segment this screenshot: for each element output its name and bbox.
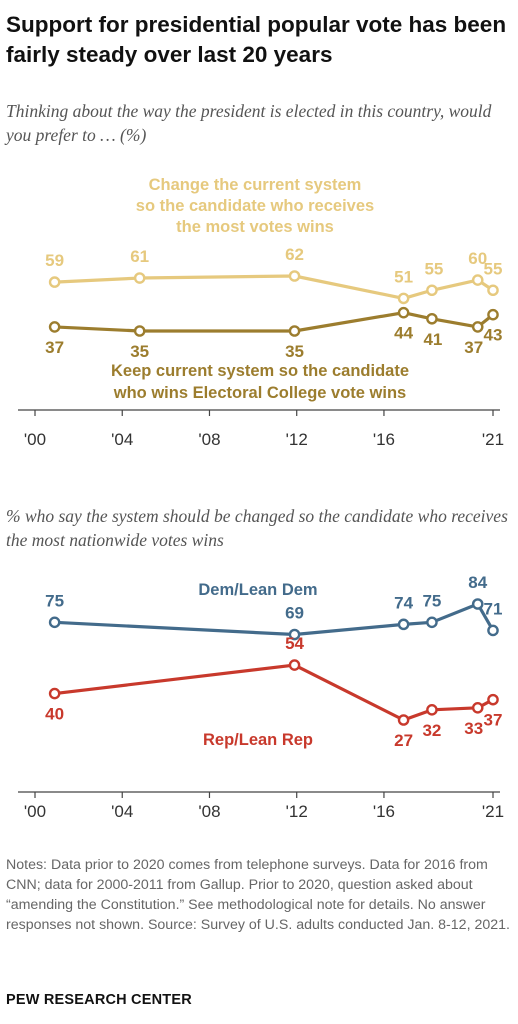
chart-notes: Notes: Data prior to 2020 comes from tel… (6, 857, 510, 933)
data-label: 59 (45, 251, 64, 270)
x-tick-label: '21 (482, 430, 504, 449)
chart-subtitle-1: Thinking about the way the president is … (6, 101, 492, 145)
data-label: 61 (130, 247, 149, 266)
data-point (426, 312, 438, 325)
x-tick-label: '00 (24, 802, 46, 821)
data-point (397, 306, 410, 319)
x-tick-label: '08 (198, 802, 220, 821)
data-label: 27 (394, 731, 413, 750)
chart-title: Support for presidential popular vote ha… (6, 12, 507, 67)
data-label: 54 (285, 634, 304, 653)
series-label: Rep/Lean Rep (203, 731, 313, 749)
x-tick-label: '00 (24, 430, 46, 449)
series-label: Dem/Lean Dem (198, 581, 317, 599)
series-label: Keep current system so the candidate who … (111, 362, 409, 402)
x-tick-label: '04 (111, 802, 133, 821)
data-label: 37 (45, 338, 64, 357)
data-point (487, 624, 499, 637)
x-tick-label: '21 (482, 802, 504, 821)
data-label: 35 (130, 342, 149, 361)
data-point (426, 284, 438, 297)
data-label: 55 (484, 259, 503, 278)
data-label: 43 (484, 326, 503, 345)
brand-logo-text: PEW RESEARCH CENTER (6, 992, 192, 1008)
data-label: 75 (422, 591, 441, 610)
data-label: 75 (45, 591, 64, 610)
data-point (288, 270, 301, 282)
data-label: 35 (285, 342, 304, 361)
x-tick-label: '04 (111, 430, 133, 449)
data-point (397, 292, 410, 305)
data-point (288, 628, 301, 641)
data-point (133, 272, 146, 284)
data-label: 33 (464, 719, 483, 738)
data-label: 44 (394, 324, 413, 343)
data-label: 37 (484, 711, 503, 730)
data-point (426, 616, 438, 629)
data-point (471, 598, 484, 610)
x-tick-label: '08 (198, 430, 220, 449)
data-label: 60 (468, 249, 487, 268)
data-point (426, 704, 438, 716)
data-label: 40 (45, 705, 64, 724)
data-label: 55 (424, 259, 443, 278)
data-label: 37 (464, 338, 483, 357)
data-point (487, 308, 499, 321)
data-point (471, 701, 484, 714)
data-point (288, 659, 301, 671)
x-tick-label: '12 (286, 430, 308, 449)
data-point (397, 618, 410, 631)
x-tick-label: '16 (373, 802, 395, 821)
data-point (397, 714, 410, 726)
data-label: 69 (285, 604, 304, 623)
data-point (48, 276, 61, 288)
data-point (487, 693, 499, 706)
data-point (48, 321, 61, 333)
data-label: 71 (484, 599, 503, 618)
x-tick-label: '16 (373, 430, 395, 449)
data-label: 32 (422, 721, 441, 740)
data-label: 84 (468, 573, 487, 592)
chart-subtitle-2: % who say the system should be changed s… (6, 506, 508, 550)
data-point (133, 325, 146, 337)
data-point (487, 284, 499, 297)
data-point (48, 687, 61, 700)
data-label: 62 (285, 245, 304, 264)
data-point (471, 321, 484, 333)
data-label: 74 (394, 593, 413, 612)
data-point (288, 325, 301, 337)
data-label: 41 (423, 330, 442, 349)
data-point (48, 616, 61, 629)
x-tick-label: '12 (286, 802, 308, 821)
partisan-popular-vote-chart: '00 '04 '08 '12 '16 '21 75 69 74 75 84 71 Dem/Lean D… (18, 573, 504, 821)
data-point (471, 274, 484, 286)
data-label: 51 (394, 267, 413, 286)
series-label: Change the current system so the candidat… (136, 176, 374, 236)
